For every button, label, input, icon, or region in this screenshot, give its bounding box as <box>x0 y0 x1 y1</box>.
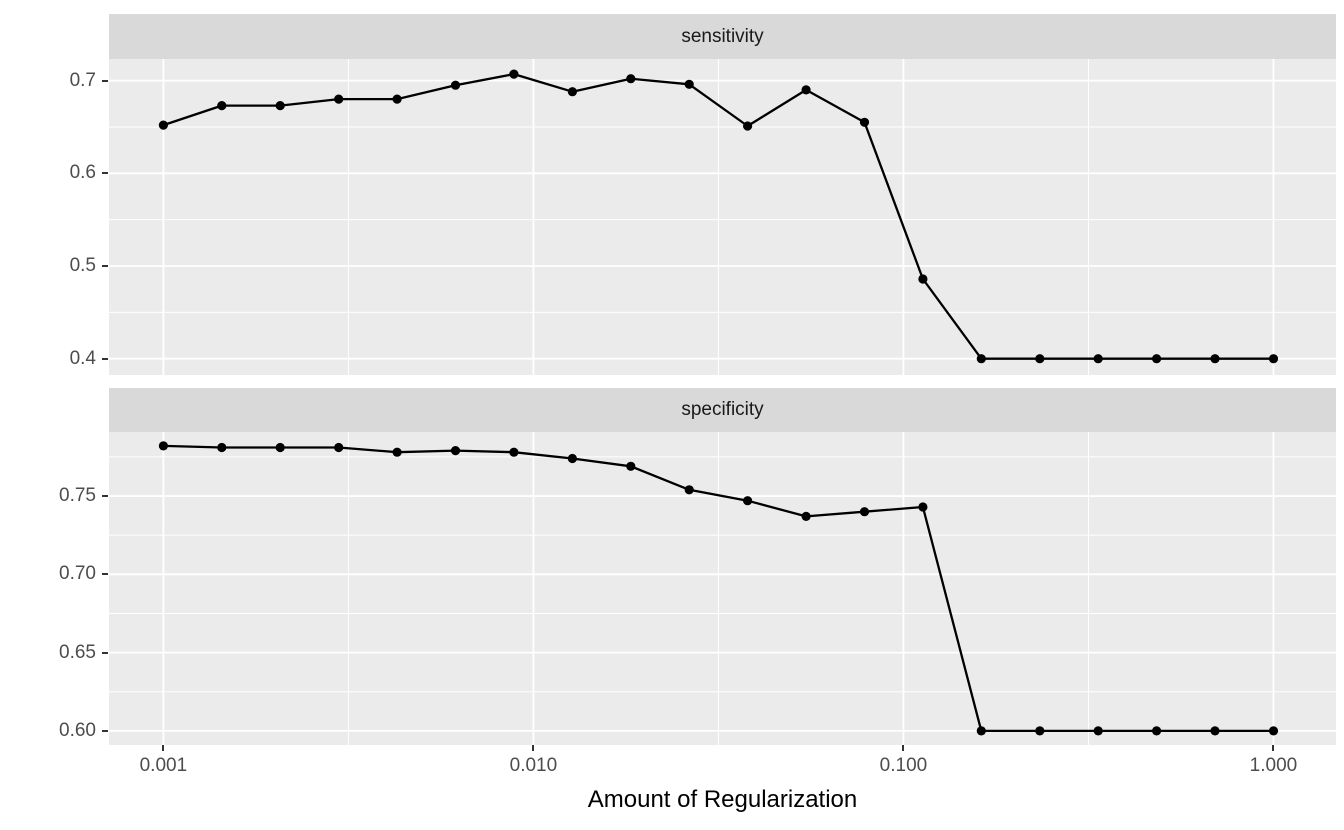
y-tick-label: 0.75 <box>59 485 96 507</box>
data-point <box>1093 726 1103 736</box>
data-point <box>743 496 753 506</box>
x-tick-label: 0.010 <box>509 755 558 776</box>
y-tick-mark <box>102 729 108 732</box>
data-point <box>918 502 928 512</box>
data-point <box>859 117 870 127</box>
x-tick-mark <box>902 745 905 751</box>
data-point <box>1210 354 1220 364</box>
data-point <box>1035 354 1045 364</box>
y-tick-mark <box>102 357 108 360</box>
data-point <box>743 121 753 131</box>
data-point <box>392 447 402 457</box>
x-tick-label: 0.001 <box>139 755 188 776</box>
data-point <box>1035 726 1045 736</box>
data-point <box>275 442 285 453</box>
data-point <box>859 507 870 517</box>
y-tick-mark <box>102 172 108 175</box>
y-tick-mark <box>102 651 108 654</box>
facet-strip-specificity: specificity <box>109 388 1336 432</box>
data-point <box>1093 354 1103 364</box>
y-tick-label: 0.65 <box>59 641 96 663</box>
data-point <box>1152 354 1162 364</box>
data-point <box>334 94 344 104</box>
y-tick-label: 0.70 <box>59 563 96 585</box>
facet-strip-label: sensitivity <box>681 25 764 47</box>
y-tick-mark <box>102 495 108 498</box>
data-point <box>509 69 519 79</box>
data-point <box>567 87 577 97</box>
data-point <box>275 101 285 111</box>
facet-strip-label: specificity <box>681 399 764 420</box>
data-point <box>217 442 227 453</box>
data-point <box>392 94 402 104</box>
y-tick-mark <box>102 573 108 576</box>
x-tick-mark <box>1272 745 1275 751</box>
panel-specificity <box>109 432 1336 745</box>
data-point <box>158 441 168 451</box>
data-point <box>1152 726 1162 736</box>
x-tick-label: 1.000 <box>1249 755 1298 776</box>
x-tick-mark <box>532 745 535 751</box>
data-point <box>918 274 928 284</box>
x-axis-title: Amount of Regularization <box>587 786 858 813</box>
panel-sensitivity <box>109 59 1336 375</box>
series-line <box>162 444 1275 733</box>
data-point <box>1268 354 1279 364</box>
data-point <box>976 726 986 736</box>
data-point <box>976 354 986 364</box>
data-point <box>1210 726 1220 736</box>
data-point <box>1268 726 1279 736</box>
data-point <box>684 485 694 495</box>
y-tick-mark <box>102 264 108 267</box>
data-point <box>684 79 694 89</box>
data-point <box>217 101 227 111</box>
data-point <box>626 74 636 84</box>
data-point <box>801 85 811 95</box>
x-tick-mark <box>162 745 165 751</box>
data-point <box>334 442 344 453</box>
y-tick-label: 0.5 <box>69 254 96 276</box>
data-point <box>567 453 577 464</box>
y-tick-label: 0.60 <box>59 719 96 741</box>
y-tick-label: 0.7 <box>69 69 96 91</box>
facet-strip-sensitivity: sensitivity <box>109 14 1336 59</box>
x-tick-label: 0.100 <box>879 755 928 776</box>
y-tick-mark <box>102 79 108 82</box>
data-point <box>450 80 461 90</box>
y-tick-label: 0.4 <box>69 347 96 369</box>
data-point <box>626 461 636 471</box>
data-point <box>158 120 168 130</box>
data-point <box>509 447 519 457</box>
data-point <box>450 446 461 456</box>
data-point <box>801 511 811 521</box>
y-tick-label: 0.6 <box>69 162 96 184</box>
series-line <box>162 72 1275 360</box>
